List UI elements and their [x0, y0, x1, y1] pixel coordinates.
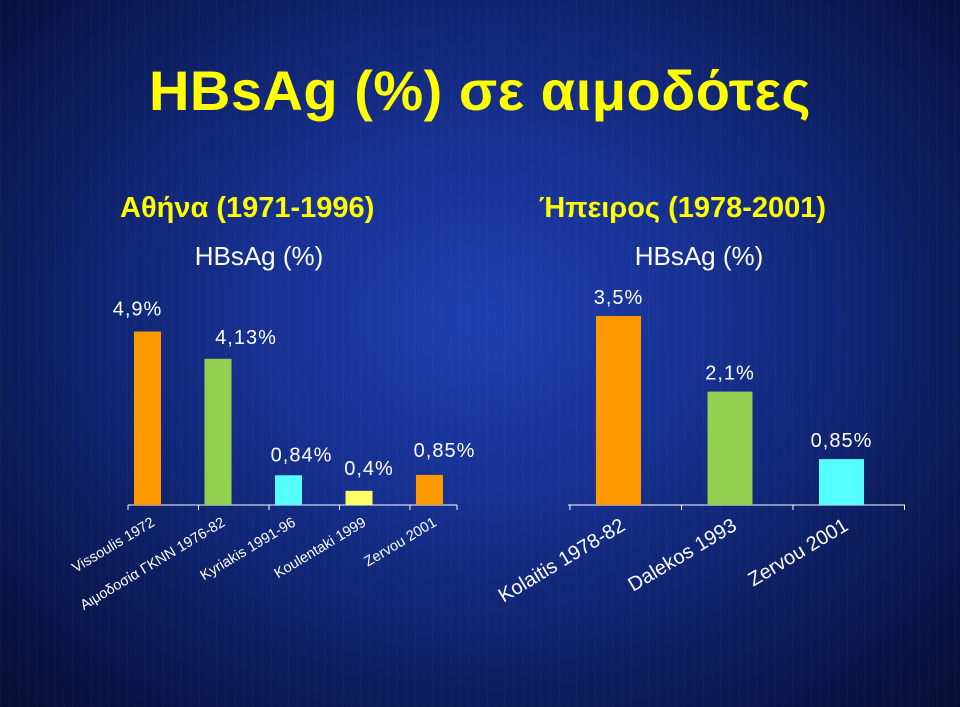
epirus-data-label: 3,5%: [594, 287, 644, 309]
epirus-data-label: 0,85%: [811, 430, 873, 452]
right-heading: Ήπειρος (1978-2001): [539, 192, 827, 224]
athens-data-label: 4,9%: [113, 299, 163, 321]
athens-chart-title: HBsAg (%): [195, 241, 324, 271]
athens-data-label: 0,84%: [271, 444, 333, 466]
athens-bar: [134, 331, 161, 505]
athens-bar: [275, 475, 302, 505]
epirus-bar: [819, 459, 864, 505]
page-title: HBsAg (%) σε αιμοδότες: [148, 59, 812, 122]
athens-bar: [345, 490, 373, 505]
epirus-category-label: Zervou 2001: [744, 514, 852, 591]
athens-data-label: 0,4%: [344, 458, 394, 480]
epirus-category-label: Kolaitis 1978-82: [495, 514, 629, 607]
athens-bar: [204, 358, 232, 505]
athens-category-label: Zervou 2001: [362, 515, 440, 571]
epirus-bar: [707, 391, 753, 505]
athens-data-label: 4,13%: [215, 327, 277, 349]
athens-data-label: 0,85%: [414, 440, 476, 462]
epirus-category-label: Dalekos 1993: [624, 514, 740, 596]
athens-bar: [416, 474, 443, 505]
epirus-chart-title: HBsAg (%): [635, 241, 764, 271]
epirus-data-label: 2,1%: [705, 363, 755, 385]
epirus-bar: [596, 316, 641, 505]
left-heading: Αθήνα (1971-1996): [120, 192, 375, 224]
